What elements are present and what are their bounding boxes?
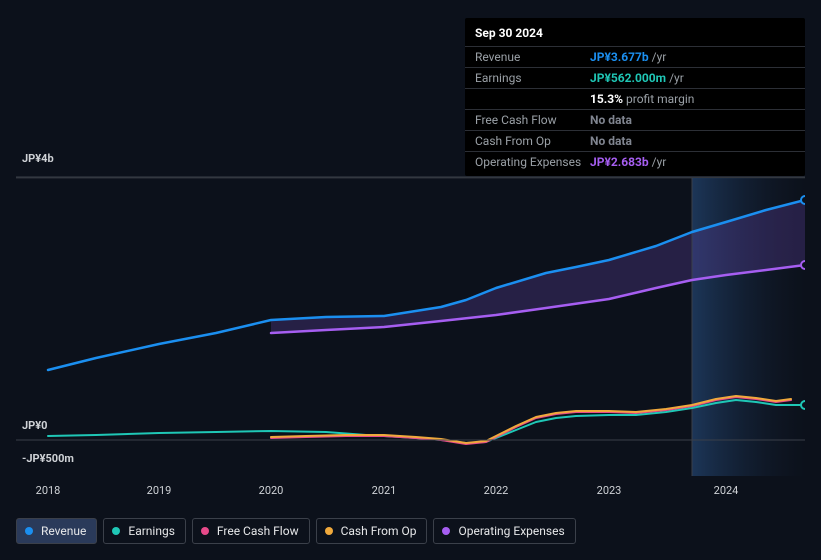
x-axis-label: 2019	[147, 484, 172, 497]
legend-label: Operating Expenses	[458, 524, 564, 538]
legend-swatch-icon	[442, 527, 450, 535]
chart-root: Sep 30 2024 RevenueJP¥3.677b/yrEarningsJ…	[0, 0, 821, 560]
legend-swatch-icon	[25, 527, 33, 535]
x-axis-label: 2018	[36, 484, 61, 497]
legend-item[interactable]: Revenue	[16, 518, 97, 544]
tooltip-row: Free Cash FlowNo data	[465, 109, 805, 130]
legend-label: Free Cash Flow	[217, 524, 299, 538]
legend-label: Cash From Op	[341, 524, 417, 538]
tooltip-row: EarningsJP¥562.000m/yr	[465, 67, 805, 88]
chart-plot-area[interactable]	[16, 160, 805, 480]
tooltip-row: Cash From OpNo data	[465, 130, 805, 151]
chart-tooltip: Sep 30 2024 RevenueJP¥3.677b/yrEarningsJ…	[465, 18, 805, 176]
legend-swatch-icon	[325, 527, 333, 535]
x-axis-label: 2023	[597, 484, 622, 497]
x-axis: 2018 2019 2020 2021 2022 2023 2024	[16, 484, 805, 500]
legend-swatch-icon	[112, 527, 120, 535]
legend-label: Revenue	[41, 524, 86, 538]
tooltip-row-value: 15.3%profit margin	[590, 92, 795, 106]
chart-legend: Revenue Earnings Free Cash Flow Cash From O…	[16, 518, 576, 544]
tooltip-row-label	[475, 92, 590, 106]
x-axis-label: 2024	[714, 484, 739, 497]
x-axis-label: 2020	[259, 484, 284, 497]
tooltip-row: 15.3%profit margin	[465, 88, 805, 109]
tooltip-date: Sep 30 2024	[465, 22, 805, 46]
legend-item[interactable]: Free Cash Flow	[192, 518, 310, 544]
legend-label: Earnings	[128, 524, 175, 538]
legend-item[interactable]: Operating Expenses	[433, 518, 575, 544]
tooltip-row-value: JP¥3.677b/yr	[590, 50, 795, 64]
tooltip-row: RevenueJP¥3.677b/yr	[465, 46, 805, 67]
tooltip-row-value: No data	[590, 134, 795, 148]
legend-swatch-icon	[201, 527, 209, 535]
x-axis-label: 2021	[372, 484, 397, 497]
tooltip-row-label: Free Cash Flow	[475, 113, 590, 127]
legend-item[interactable]: Earnings	[103, 518, 186, 544]
tooltip-row-label: Earnings	[475, 71, 590, 85]
tooltip-row-label: Revenue	[475, 50, 590, 64]
tooltip-row-value: No data	[590, 113, 795, 127]
x-axis-label: 2022	[484, 484, 509, 497]
legend-item[interactable]: Cash From Op	[316, 518, 428, 544]
tooltip-row-value: JP¥562.000m/yr	[590, 71, 795, 85]
tooltip-row-label: Cash From Op	[475, 134, 590, 148]
